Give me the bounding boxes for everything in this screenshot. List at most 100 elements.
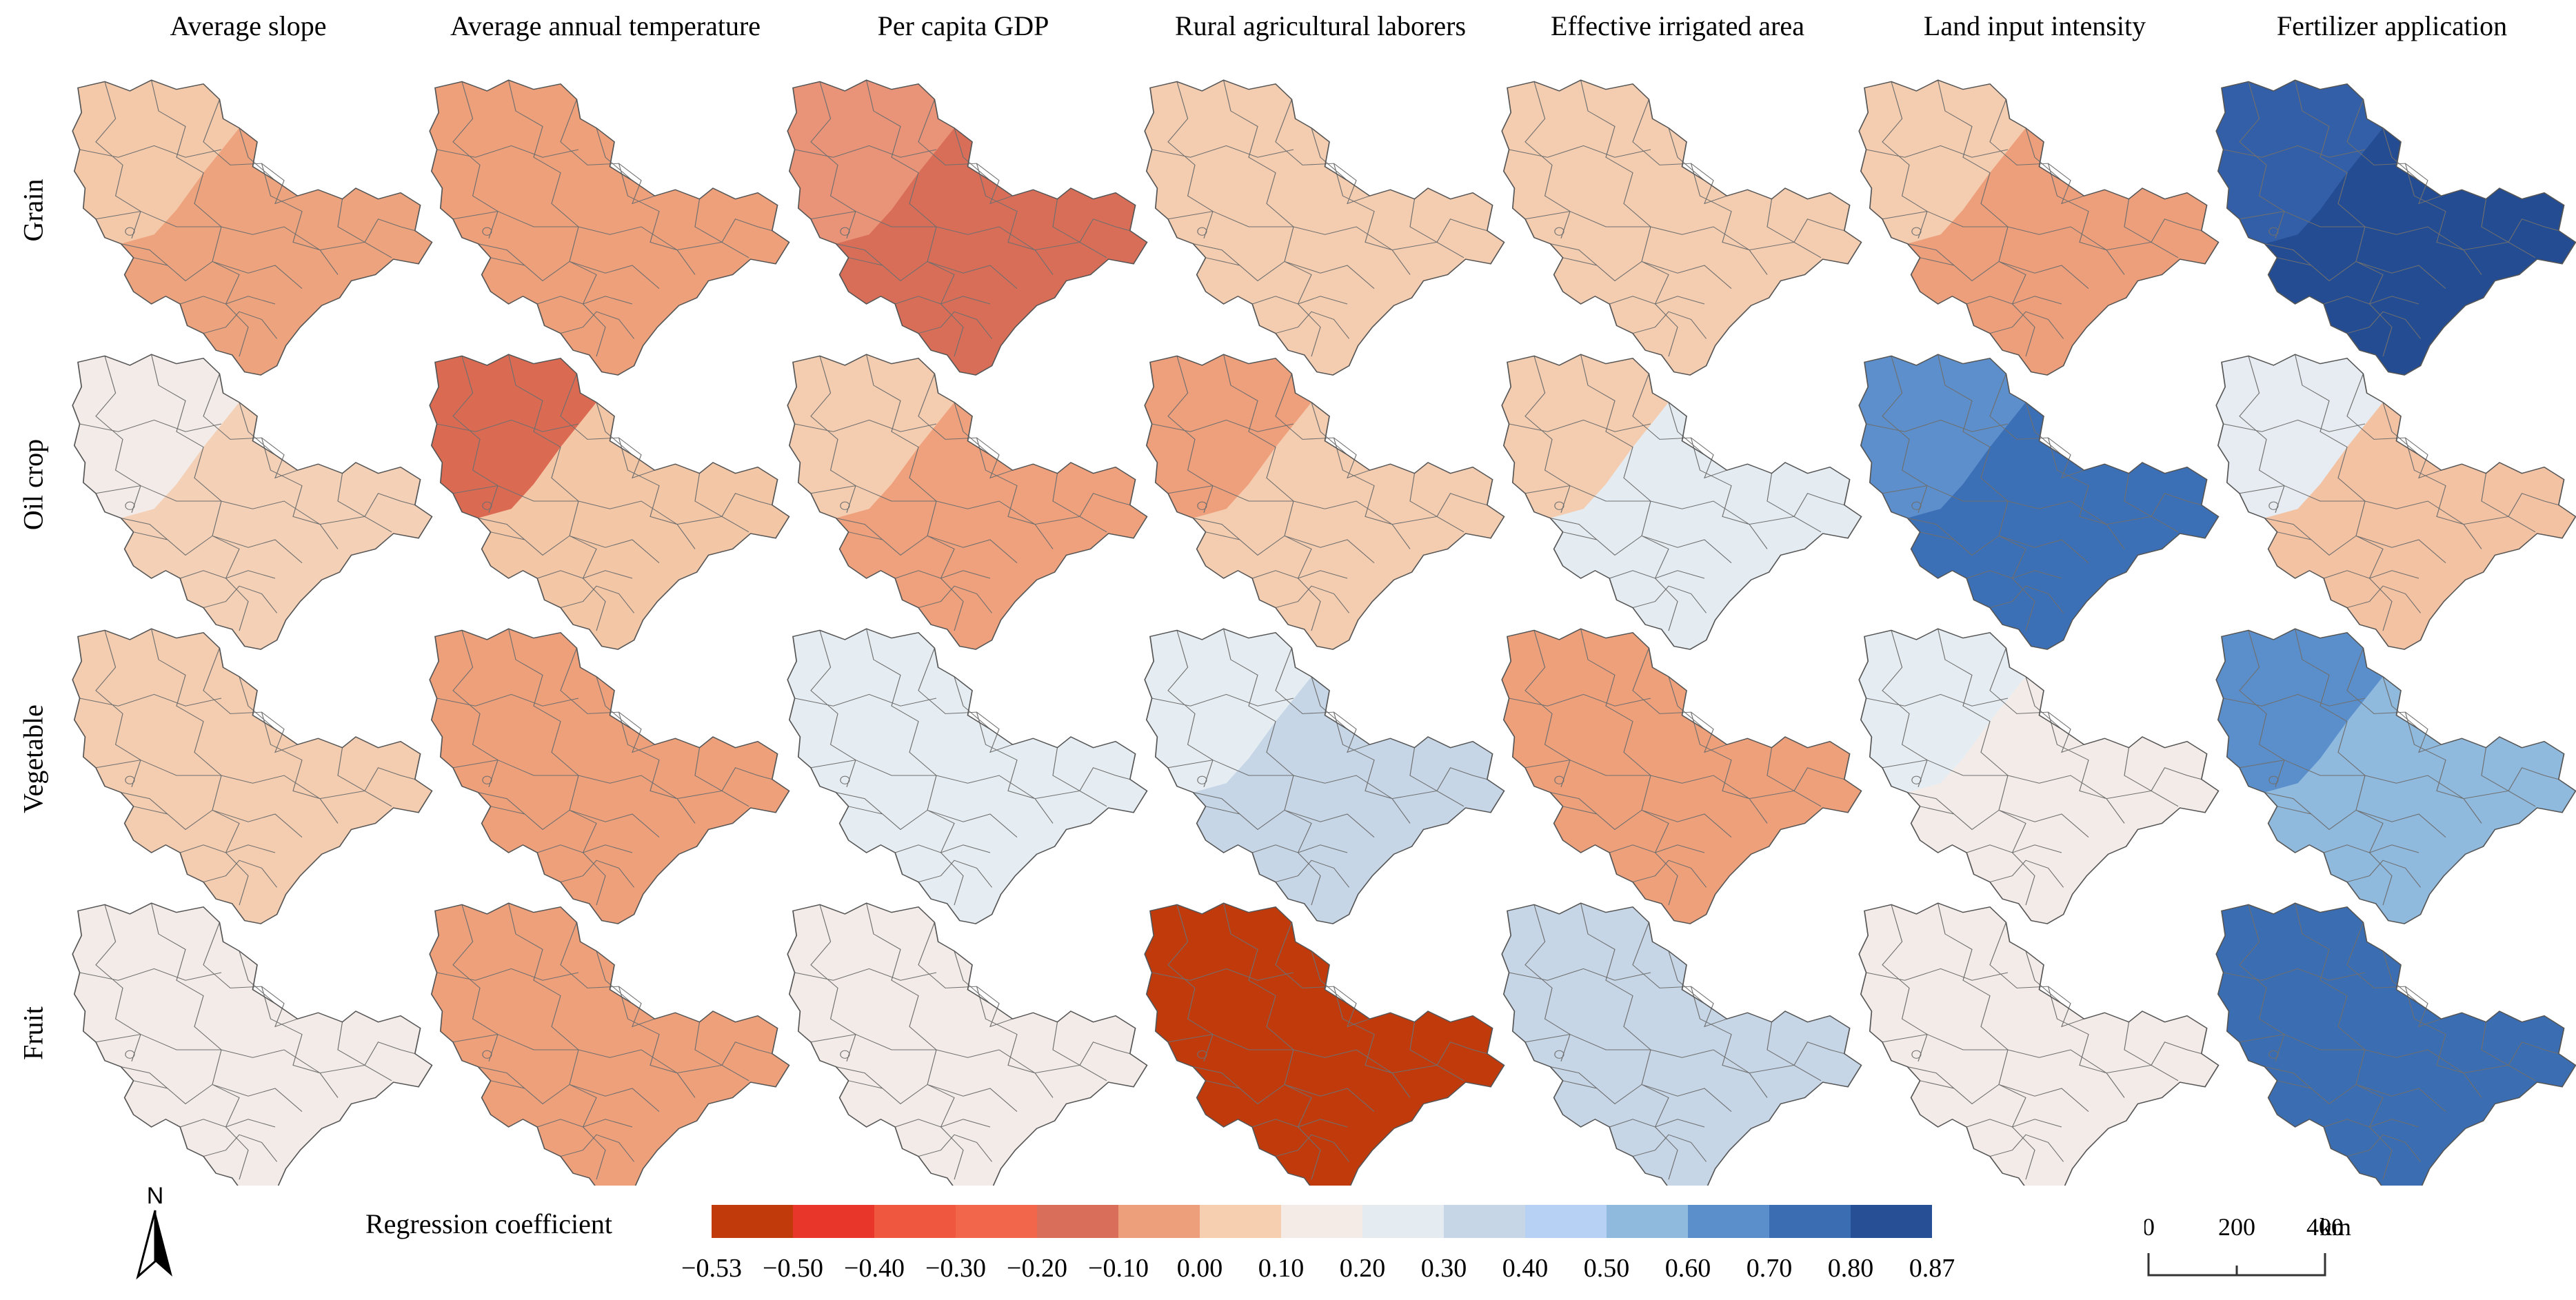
region-map xyxy=(787,628,1148,924)
legend-tick-label: 0.20 xyxy=(1339,1254,1386,1283)
city-boundary xyxy=(482,501,492,510)
map-outline xyxy=(2215,902,2576,1186)
map-west-region xyxy=(1859,80,2026,244)
legend-tick-label: 0.60 xyxy=(1664,1254,1711,1283)
city-boundary xyxy=(1911,501,1922,510)
city-boundary xyxy=(1554,775,1564,784)
city-boundary xyxy=(125,1050,135,1059)
region-map xyxy=(1144,354,1505,650)
city-boundary xyxy=(1911,775,1922,784)
city-boundary xyxy=(840,501,850,510)
county-boundaries xyxy=(436,354,772,631)
county-boundaries xyxy=(2223,903,2559,1180)
map-west-region xyxy=(1145,629,1311,793)
legend-swatch xyxy=(1200,1205,1281,1238)
county-boundaries xyxy=(1509,354,1844,631)
city-boundary xyxy=(2268,501,2279,510)
county-boundaries xyxy=(1151,354,1487,631)
region-map xyxy=(1858,79,2220,376)
column-title: Rural agricultural laborers xyxy=(1174,10,1467,41)
scale-label-0: 0 xyxy=(2144,1213,2155,1241)
city-boundary xyxy=(1197,1050,1207,1059)
column-title: Per capita GDP xyxy=(877,10,1049,41)
map-west-region xyxy=(2216,629,2383,793)
county-boundaries xyxy=(436,903,772,1180)
city-boundary xyxy=(1197,227,1207,236)
county-boundaries xyxy=(1151,903,1487,1180)
region-map xyxy=(1144,902,1505,1186)
region-map xyxy=(1858,902,2220,1186)
legend-tick-label: −0.40 xyxy=(844,1254,905,1283)
map-west-region xyxy=(1859,354,2026,518)
legend-swatch xyxy=(1607,1205,1688,1238)
county-boundaries xyxy=(1509,629,1844,906)
map-fill xyxy=(1502,629,1862,924)
map-west-region xyxy=(1859,629,2026,793)
map-west-region xyxy=(2216,80,2383,244)
county-boundaries xyxy=(436,80,772,357)
legend-tick-label: 0.40 xyxy=(1502,1254,1549,1283)
scale-bar: 0 200 400 km xyxy=(2144,1213,2351,1277)
region-map xyxy=(1144,628,1505,924)
legend-swatch xyxy=(874,1205,956,1238)
legend-tick-label: 0.87 xyxy=(1909,1254,1955,1283)
map-outline xyxy=(1501,79,1862,376)
map-west-region xyxy=(1502,354,1669,518)
column-title: Fertilizer application xyxy=(2276,10,2508,41)
legend-swatch xyxy=(1769,1205,1851,1238)
city-boundary xyxy=(125,775,135,784)
legend-swatch xyxy=(1118,1205,1200,1238)
map-outline xyxy=(787,354,1148,650)
column-title: Land input intensity xyxy=(1923,10,2146,41)
map-outline xyxy=(1858,628,2220,924)
county-boundaries xyxy=(79,629,415,906)
legend-swatch xyxy=(793,1205,874,1238)
region-map xyxy=(2215,354,2576,650)
map-west-region xyxy=(1145,354,1311,518)
region-map xyxy=(787,79,1148,376)
scale-unit: km xyxy=(2320,1213,2351,1241)
county-boundaries xyxy=(1151,629,1487,906)
region-map xyxy=(429,354,790,650)
map-west-region xyxy=(787,354,954,518)
legend-tick-label: 0.00 xyxy=(1176,1254,1223,1283)
county-boundaries xyxy=(2223,354,2559,631)
column-title: Average annual temperature xyxy=(450,10,761,41)
county-boundaries xyxy=(436,629,772,906)
region-map xyxy=(1501,354,1862,650)
region-map xyxy=(429,79,790,376)
map-fill xyxy=(1859,903,2219,1186)
region-map xyxy=(2215,902,2576,1186)
city-boundary xyxy=(840,227,850,236)
map-outline xyxy=(1144,354,1505,650)
map-outline xyxy=(787,79,1148,376)
legend-swatch xyxy=(712,1205,793,1238)
map-grid xyxy=(72,79,2576,1186)
legend-swatch xyxy=(1362,1205,1444,1238)
city-boundary xyxy=(1911,1050,1922,1059)
map-outline xyxy=(72,354,433,650)
column-title: Effective irrigated area xyxy=(1551,10,1804,41)
map-outline xyxy=(1501,902,1862,1186)
county-boundaries xyxy=(1509,903,1844,1180)
county-boundaries xyxy=(79,80,415,357)
map-outline xyxy=(1858,354,2220,650)
city-boundary xyxy=(1554,501,1564,510)
map-outline xyxy=(1144,79,1505,376)
map-outline xyxy=(1858,79,2220,376)
map-outline xyxy=(2215,628,2576,924)
map-outline xyxy=(429,354,790,650)
legend-tick-label: 0.80 xyxy=(1827,1254,1874,1283)
map-west-region xyxy=(787,80,954,244)
county-boundaries xyxy=(794,354,1130,631)
region-map xyxy=(1144,79,1505,376)
map-fill xyxy=(787,903,1147,1186)
county-boundaries xyxy=(2223,80,2559,357)
legend-tick-label: −0.53 xyxy=(681,1254,742,1283)
map-west-region xyxy=(2216,354,2383,518)
legend-swatch xyxy=(1525,1205,1607,1238)
map-fill xyxy=(1145,903,1505,1186)
city-boundary xyxy=(1911,227,1922,236)
city-boundary xyxy=(125,227,135,236)
city-boundary xyxy=(482,1050,492,1059)
